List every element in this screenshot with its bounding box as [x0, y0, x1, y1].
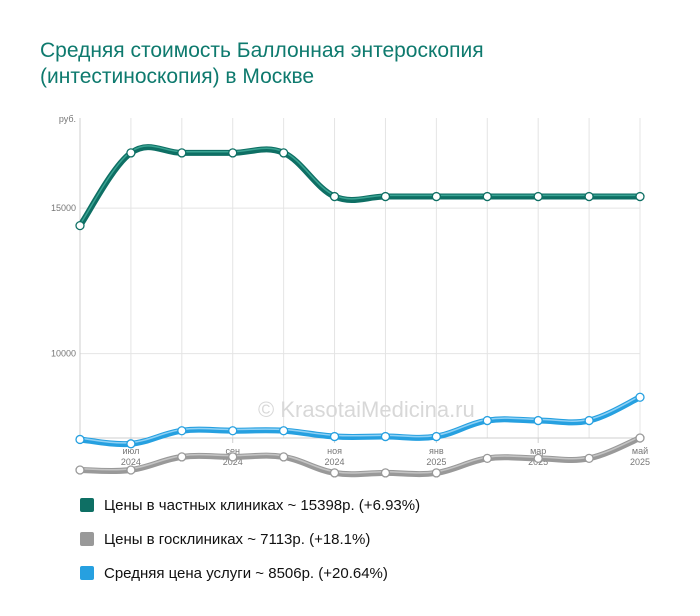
data-point — [584, 191, 594, 202]
legend-item-2: Средняя цена услуги ~ 8506р. (+20.64%) — [80, 556, 420, 590]
chart-legend: Цены в частных клиниках ~ 15398р. (+6.93… — [80, 488, 420, 590]
legend-swatch — [80, 498, 94, 512]
data-point — [380, 468, 391, 478]
x-tick-label-month: ноя — [327, 446, 342, 456]
data-point — [228, 148, 238, 158]
data-point — [635, 392, 645, 402]
data-point — [533, 415, 543, 426]
watermark: © KrasotaiMedicina.ru — [258, 397, 475, 422]
data-point — [482, 191, 492, 202]
chart-grid — [79, 118, 641, 438]
data-point — [431, 468, 442, 478]
data-point — [431, 431, 442, 442]
x-tick-label-month: янв — [429, 446, 444, 456]
data-point — [228, 426, 238, 436]
data-point — [482, 453, 492, 464]
legend-swatch — [80, 566, 94, 580]
x-tick-label-year: 2025 — [630, 457, 650, 467]
data-point — [228, 452, 238, 462]
data-point — [533, 453, 543, 464]
data-point — [584, 415, 594, 426]
data-point — [278, 426, 289, 436]
legend-label: Средняя цена услуги ~ 8506р. (+20.64%) — [104, 564, 388, 582]
data-point — [482, 415, 492, 426]
series-line-highlight-1 — [79, 436, 641, 474]
data-point — [533, 191, 543, 202]
x-tick-label-month: июл — [122, 446, 139, 456]
data-point — [431, 191, 442, 202]
chart-axes: 1000015000руб.июл2024сен2024ноя2024янв20… — [51, 114, 650, 467]
data-point — [75, 465, 85, 475]
data-point — [126, 465, 136, 475]
x-tick-label-year: 2024 — [223, 457, 243, 467]
x-tick-label-month: мар — [530, 446, 546, 456]
data-point — [380, 191, 391, 202]
data-point — [329, 431, 340, 442]
line-chart: © KrasotaiMedicina.ru 1000015000руб.июл2… — [51, 114, 650, 478]
data-point — [329, 191, 340, 202]
series-line-highlight-0 — [79, 145, 641, 226]
data-point — [380, 431, 391, 442]
data-point — [584, 453, 594, 464]
legend-swatch — [80, 532, 94, 546]
chart-points — [75, 148, 645, 478]
legend-label: Цены в госклиниках ~ 7113р. (+18.1%) — [104, 530, 371, 548]
data-point — [177, 148, 187, 158]
data-point — [177, 426, 187, 436]
series-line-0 — [77, 144, 643, 229]
y-tick-label: 15000 — [51, 203, 76, 213]
chart-title-line-2: (интестиноскопия) в Москве — [40, 65, 315, 88]
data-point — [278, 452, 289, 462]
data-point — [177, 452, 187, 462]
x-tick-label-year: 2024 — [121, 457, 141, 467]
y-tick-label: 10000 — [51, 349, 76, 359]
data-point — [635, 433, 645, 443]
data-point — [126, 439, 136, 449]
data-point — [75, 220, 85, 231]
chart-series — [77, 144, 643, 478]
x-tick-label-year: 2025 — [426, 457, 446, 467]
x-tick-label-month: май — [632, 446, 648, 456]
chart-title: Средняя стоимость Баллонная энтероскопия… — [40, 38, 680, 90]
data-point — [75, 434, 85, 445]
data-point — [329, 468, 340, 478]
chart-title-line-1: Средняя стоимость Баллонная энтероскопия — [40, 39, 484, 62]
x-tick-label-month: сен — [225, 446, 240, 456]
legend-label: Цены в частных клиниках ~ 15398р. (+6.93… — [104, 496, 421, 514]
y-axis-unit: руб. — [59, 114, 76, 124]
data-point — [126, 148, 136, 158]
x-tick-label-year: 2024 — [325, 457, 345, 467]
series-line-1 — [77, 435, 643, 478]
legend-item-0: Цены в частных клиниках ~ 15398р. (+6.93… — [80, 488, 420, 522]
legend-item-1: Цены в госклиниках ~ 7113р. (+18.1%) — [80, 522, 420, 556]
data-point — [278, 148, 289, 158]
data-point — [635, 191, 645, 202]
